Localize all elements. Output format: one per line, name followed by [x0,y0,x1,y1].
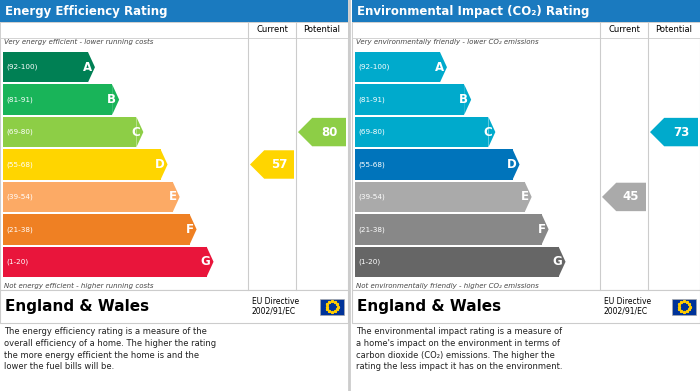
Bar [3,149,160,180]
Text: England & Wales: England & Wales [357,299,501,314]
Text: E: E [521,190,528,203]
Bar [352,22,700,38]
Polygon shape [464,84,471,115]
Polygon shape [190,214,197,245]
Polygon shape [250,150,294,179]
Bar [3,182,173,212]
Polygon shape [542,214,549,245]
Bar [352,290,700,323]
Bar [3,117,136,147]
Text: F: F [186,223,194,236]
Text: (1-20): (1-20) [6,258,28,265]
Text: 73: 73 [673,126,690,138]
Bar [355,52,440,83]
Text: 2002/91/EC: 2002/91/EC [252,307,296,316]
Text: (55-68): (55-68) [6,161,33,168]
Text: 2002/91/EC: 2002/91/EC [604,307,648,316]
Text: G: G [201,255,211,268]
Polygon shape [206,247,214,277]
Text: (1-20): (1-20) [358,258,380,265]
Polygon shape [650,118,698,146]
Text: (81-91): (81-91) [358,97,385,103]
Polygon shape [160,149,167,180]
Polygon shape [298,118,346,146]
Bar [3,84,112,115]
Bar [672,298,696,314]
Text: C: C [132,126,141,138]
Text: G: G [553,255,563,268]
Bar [3,214,190,245]
Bar [0,22,348,290]
Polygon shape [525,182,532,212]
Text: Very energy efficient - lower running costs: Very energy efficient - lower running co… [4,39,153,45]
Text: (69-80): (69-80) [358,129,385,135]
Text: B: B [459,93,468,106]
Polygon shape [512,149,519,180]
Bar [3,247,206,277]
Text: D: D [155,158,164,171]
Text: (92-100): (92-100) [6,64,37,70]
Text: (21-38): (21-38) [6,226,33,233]
Text: C: C [484,126,492,138]
Text: A: A [83,61,92,74]
Bar [3,52,88,83]
Text: F: F [538,223,545,236]
Text: (21-38): (21-38) [358,226,385,233]
Bar [0,0,348,22]
Text: 80: 80 [321,126,337,138]
Polygon shape [112,84,119,115]
Text: D: D [507,158,517,171]
Polygon shape [489,117,496,147]
Text: Potential: Potential [655,25,692,34]
Text: (39-54): (39-54) [358,194,385,200]
Text: Potential: Potential [304,25,340,34]
Bar [355,214,542,245]
Text: 57: 57 [271,158,287,171]
Text: The energy efficiency rating is a measure of the
overall efficiency of a home. T: The energy efficiency rating is a measur… [4,327,216,371]
Text: (92-100): (92-100) [358,64,389,70]
Text: Energy Efficiency Rating: Energy Efficiency Rating [5,5,167,18]
Text: (55-68): (55-68) [358,161,385,168]
Polygon shape [440,52,447,83]
Text: B: B [107,93,116,106]
Polygon shape [602,183,646,211]
Text: Current: Current [608,25,640,34]
Text: E: E [169,190,176,203]
Text: 45: 45 [623,190,639,203]
Text: Environmental Impact (CO₂) Rating: Environmental Impact (CO₂) Rating [357,5,589,18]
Bar [352,22,700,290]
Text: Very environmentally friendly - lower CO₂ emissions: Very environmentally friendly - lower CO… [356,39,538,45]
Text: EU Directive: EU Directive [252,297,299,306]
Text: (81-91): (81-91) [6,97,33,103]
Text: (69-80): (69-80) [6,129,33,135]
Text: England & Wales: England & Wales [5,299,149,314]
Bar [355,117,489,147]
Bar [355,182,525,212]
Text: Not energy efficient - higher running costs: Not energy efficient - higher running co… [4,283,153,289]
Text: The environmental impact rating is a measure of
a home's impact on the environme: The environmental impact rating is a mea… [356,327,563,371]
Bar [355,247,559,277]
Bar [355,149,512,180]
Text: A: A [435,61,444,74]
Text: (39-54): (39-54) [6,194,33,200]
Text: Current: Current [256,25,288,34]
Bar [0,22,348,38]
Bar [0,290,348,323]
Bar [355,84,464,115]
Polygon shape [136,117,144,147]
Text: Not environmentally friendly - higher CO₂ emissions: Not environmentally friendly - higher CO… [356,283,539,289]
Polygon shape [88,52,95,83]
Bar [320,298,344,314]
Polygon shape [173,182,180,212]
Text: EU Directive: EU Directive [604,297,651,306]
Bar [352,0,700,22]
Polygon shape [559,247,566,277]
